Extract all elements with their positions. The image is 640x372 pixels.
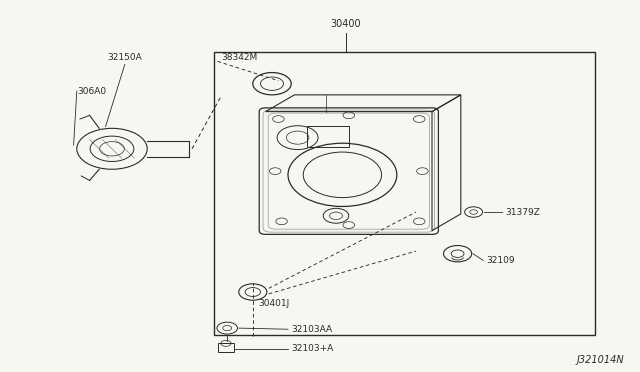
Text: 32109: 32109 [486, 256, 515, 265]
Text: 30401J: 30401J [258, 299, 289, 308]
Text: 30400: 30400 [330, 19, 361, 29]
Text: 38342M: 38342M [221, 53, 257, 62]
Text: 306A0: 306A0 [77, 87, 106, 96]
Bar [307, 126, 349, 147]
Bar [214, 52, 595, 335]
Text: 32103+A: 32103+A [291, 344, 333, 353]
Bar [218, 343, 234, 352]
Text: 31379Z: 31379Z [506, 208, 540, 217]
Text: 32150A: 32150A [108, 53, 142, 62]
Text: 32103AA: 32103AA [291, 325, 332, 334]
Text: J321014N: J321014N [577, 355, 624, 365]
